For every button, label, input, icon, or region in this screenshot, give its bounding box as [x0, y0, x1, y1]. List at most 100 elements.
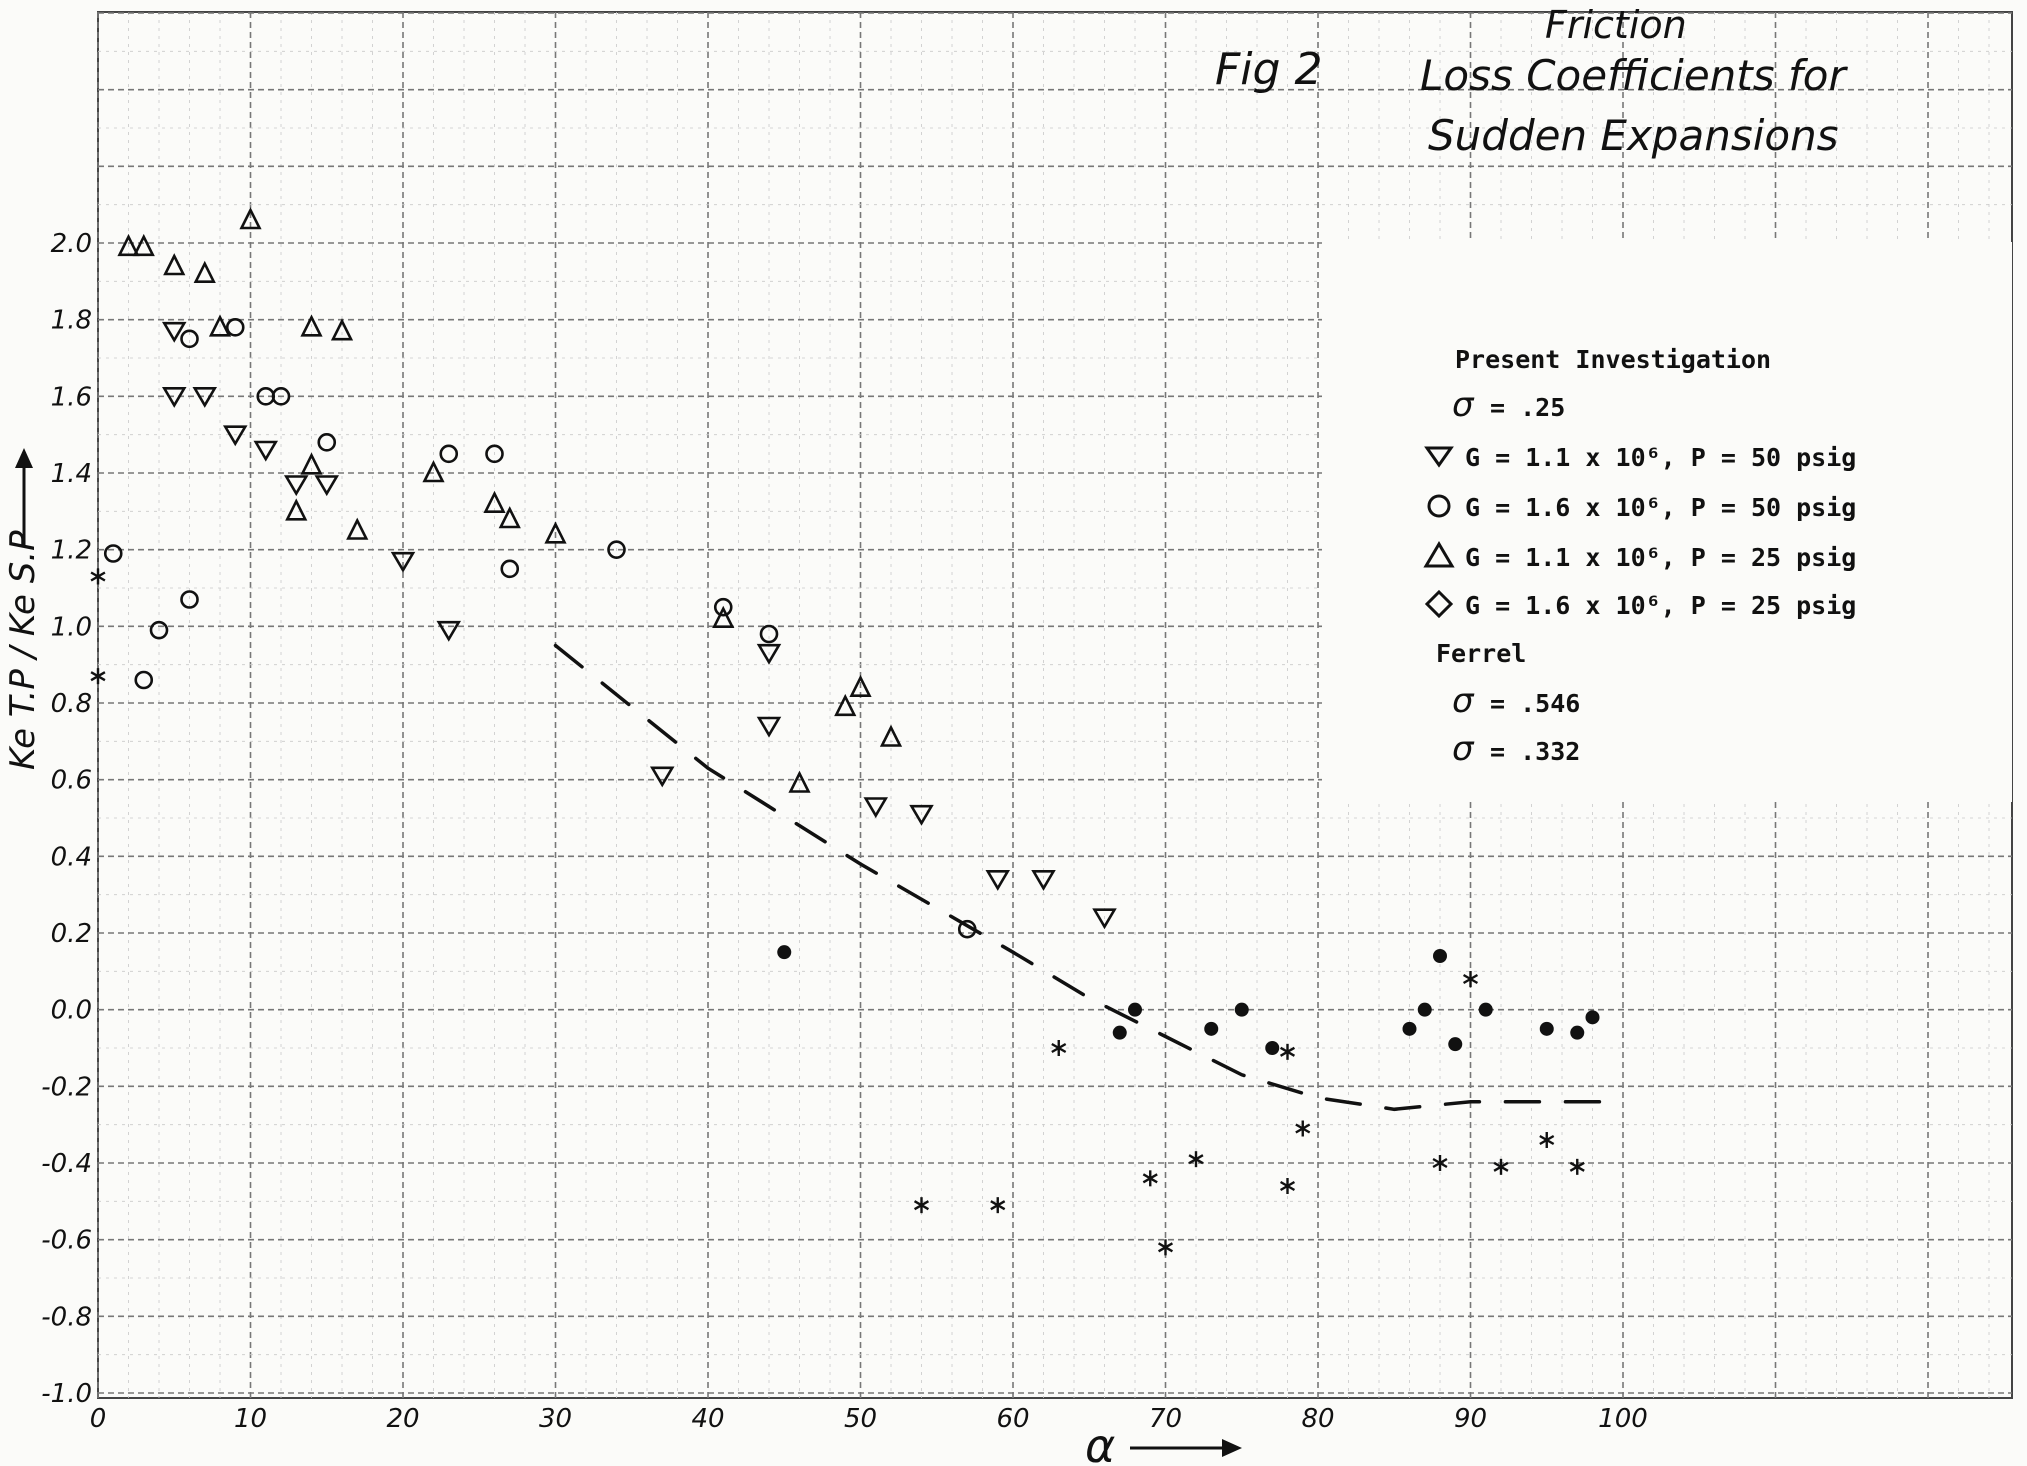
x-tick-label: 90 [1454, 1404, 1487, 1434]
chart-title: Friction Fig 2 Loss Coefficients for Sud… [1215, 3, 1848, 160]
data-point-triangle-down [909, 804, 934, 826]
ferrel-dashed-curve [553, 643, 1625, 1112]
data-point-triangle-up [300, 314, 323, 337]
data-point-triangle-down [756, 643, 782, 665]
x-tick-label: 40 [691, 1404, 724, 1434]
data-point-triangle-up [346, 517, 369, 540]
data-point-triangle-up [208, 314, 232, 337]
title-top: Friction [1545, 3, 1687, 47]
data-point-dot [1585, 1010, 1600, 1025]
x-tick-label: 30 [539, 1404, 572, 1434]
y-tick-label: -0.4 [41, 1149, 92, 1179]
data-point-asterisk [1493, 1158, 1509, 1175]
x-tick-label: 70 [1149, 1404, 1182, 1434]
x-tick-label: 10 [234, 1404, 267, 1434]
y-axis-label: Ke T.P / Ke S.P [3, 448, 43, 770]
y-tick-labels: 2.0 1.8 1.6 1.4 1.2 1.0 0.8 0.6 0.4 0.2 0.0 -0.2 -0.… [41, 229, 92, 1409]
data-point-triangle-up [132, 233, 155, 257]
data-point-asterisk [90, 668, 106, 685]
data-point-dot [1234, 1002, 1249, 1017]
data-point-asterisk [1569, 1158, 1585, 1175]
legend-sigma-ferrel-1: = .546 [1490, 689, 1580, 718]
data-point-triangle-up [163, 253, 186, 276]
data-point-dot [1265, 1041, 1280, 1055]
data-point-circle-open [607, 540, 626, 559]
data-point-dot [1478, 1002, 1493, 1017]
data-point-asterisk [990, 1197, 1006, 1214]
data-point-triangle-down [756, 716, 782, 738]
data-point-circle-open [500, 559, 520, 579]
data-point-asterisk [1539, 1132, 1555, 1148]
title-line1: Loss Coefficients for [1420, 51, 1848, 100]
data-point-circle-open [149, 620, 169, 640]
data-point-circle-open [180, 329, 199, 349]
data-point-asterisk [1051, 1040, 1067, 1056]
data-point-circle-open [271, 387, 291, 406]
data-point-triangle-down [390, 551, 416, 573]
x-tick-label: 80 [1301, 1404, 1334, 1434]
asterisk-stroke [1295, 1123, 1311, 1134]
data-point-asterisk [1295, 1120, 1311, 1137]
circle-open-icon [1427, 494, 1451, 518]
data-point-triangle-down [985, 870, 1011, 891]
data-point-dot [1112, 1025, 1127, 1040]
data-point-asterisk [90, 568, 106, 585]
data-point-asterisk [1279, 1043, 1296, 1060]
legend-entry-label: G = 1.1 x 10⁶, P = 25 psig [1465, 543, 1856, 572]
data-point-triangle-down [649, 766, 675, 788]
legend-entry-1: G = 1.1 x 10⁶, P = 50 psig [1424, 443, 1856, 472]
data-point-circle-open [225, 318, 245, 337]
data-point-dot [1402, 1021, 1417, 1036]
data-point-circle-open [713, 597, 733, 617]
legend-background [1322, 242, 2012, 802]
data-point-triangle-down [863, 797, 889, 819]
y-tick-label: 0.0 [51, 996, 92, 1026]
y-axis-arrowhead [15, 448, 33, 468]
data-point-dot [1570, 1025, 1585, 1040]
y-tick-label: 1.2 [51, 536, 92, 566]
asterisk-stroke [913, 1200, 930, 1211]
data-point-dot [1433, 949, 1447, 963]
legend-sigma-ferrel-2: = .332 [1490, 737, 1580, 766]
data-point-dot [1448, 1037, 1463, 1052]
asterisk-stroke [1279, 1180, 1296, 1192]
data-point-triangle-down [436, 620, 462, 642]
data-point-asterisk [1279, 1178, 1296, 1194]
triangle-down-icon [1424, 446, 1454, 468]
asterisk-stroke [1142, 1173, 1158, 1184]
data-point-asterisk [913, 1197, 930, 1214]
y-tick-label: 0.4 [51, 842, 92, 872]
data-point-triangle-down [253, 440, 279, 462]
data-point-triangle-up [544, 521, 567, 544]
legend-entry-label: G = 1.1 x 10⁶, P = 50 psig [1465, 443, 1856, 472]
data-point-triangle-up [300, 452, 323, 475]
data-point-triangle-down [1031, 870, 1056, 891]
data-point-asterisk [1142, 1170, 1158, 1187]
asterisk-stroke [1493, 1161, 1509, 1172]
data-point-triangle-up [330, 318, 354, 341]
triangle-up-icon [1423, 541, 1455, 568]
data-point-triangle-up [712, 605, 735, 628]
x-tick-label: 0 [90, 1404, 107, 1434]
y-tick-label: 0.6 [51, 766, 92, 796]
x-axis-arrowhead [1222, 1439, 1242, 1457]
asterisk-stroke [1569, 1161, 1585, 1172]
legend-entry-3: G = 1.1 x 10⁶, P = 25 psig [1423, 541, 1856, 572]
data-point-dot [1128, 1002, 1142, 1017]
data-point-dot [1539, 1021, 1554, 1036]
legend-entry-4: G = 1.6 x 10⁶, P = 25 psig [1424, 589, 1856, 620]
x-tick-label: 100 [1598, 1404, 1648, 1434]
data-point-circle-open [957, 919, 977, 939]
asterisk-stroke [1051, 1042, 1067, 1054]
data-point-triangle-down [192, 387, 218, 408]
data-point-dot [777, 945, 792, 960]
y-axis-title: Ke T.P / Ke S.P [3, 530, 43, 770]
data-point-triangle-up [422, 460, 445, 483]
asterisk-stroke [1279, 1046, 1296, 1057]
title-line2: Sudden Expansions [1428, 111, 1839, 160]
data-point-circle-open [317, 433, 337, 452]
data-point-triangle-up [788, 770, 811, 793]
data-point-triangle-up [498, 506, 521, 529]
legend-sigma-symbol-ferrel-1: σ [1452, 681, 1475, 721]
